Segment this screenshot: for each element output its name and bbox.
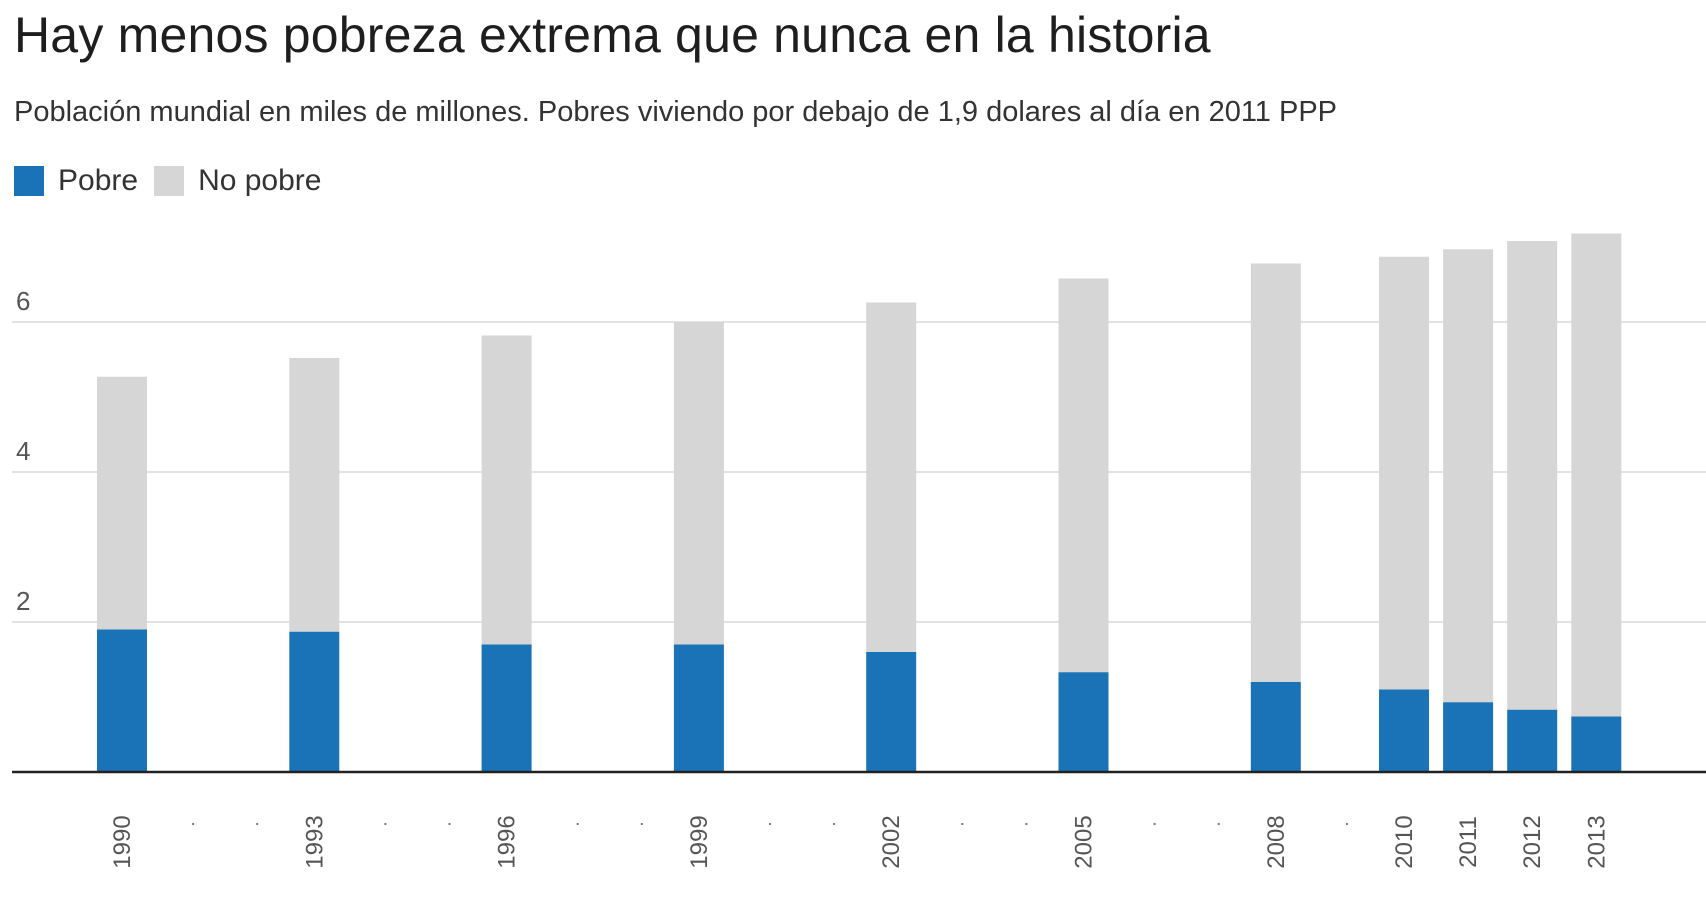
bar-no-pobre-2005: [1058, 278, 1109, 673]
minor-tick-2003: [961, 823, 964, 825]
bar-no-pobre-2002: [866, 302, 917, 652]
legend-item-pobre: Pobre: [14, 164, 138, 198]
bar-pobre-2012: [1507, 709, 1558, 772]
x-tick-label-1996: 1996: [494, 815, 521, 868]
y-tick-label-4: 4: [16, 436, 30, 466]
y-tick-label-6: 6: [16, 286, 30, 316]
x-tick-label-1993: 1993: [301, 815, 328, 868]
legend-label-pobre: Pobre: [58, 164, 139, 197]
minor-tick-2001: [833, 823, 836, 825]
minor-tick-1991: [192, 823, 195, 825]
bar-no-pobre-2013: [1571, 233, 1622, 717]
minor-tick-2000: [769, 823, 771, 825]
minor-tick-2009: [1345, 823, 1348, 825]
minor-tick-2007: [1217, 823, 1220, 825]
minor-tick-1995: [448, 823, 451, 825]
bar-no-pobre-2008: [1250, 263, 1301, 682]
bar-pobre-2011: [1443, 702, 1494, 772]
x-tick-label-2012: 2012: [1519, 815, 1546, 868]
minor-tick-1992: [256, 823, 259, 825]
bar-no-pobre-1999: [673, 322, 724, 645]
bar-pobre-1999: [673, 644, 724, 772]
minor-tick-2006: [1153, 823, 1156, 825]
bar-pobre-2002: [866, 652, 917, 772]
bar-pobre-1990: [97, 629, 147, 772]
x-tick-label-1999: 1999: [686, 815, 713, 868]
x-tick-label-2005: 2005: [1071, 815, 1098, 868]
minor-tick-1997: [576, 823, 579, 825]
bar-no-pobre-1996: [481, 335, 532, 645]
bar-no-pobre-2011: [1443, 249, 1494, 703]
bar-no-pobre-2012: [1507, 241, 1558, 710]
legend: Pobre No pobre: [14, 164, 337, 198]
chart-subtitle: Población mundial en miles de millones. …: [14, 96, 1338, 128]
chart-title: Hay menos pobreza extrema que nunca en l…: [14, 7, 1211, 63]
x-tick-label-1990: 1990: [109, 815, 136, 868]
bar-no-pobre-1990: [97, 376, 147, 630]
bar-pobre-2010: [1379, 689, 1429, 772]
legend-label-no-pobre: No pobre: [198, 164, 322, 197]
bar-pobre-1996: [481, 644, 532, 772]
bar-pobre-2008: [1250, 682, 1301, 772]
legend-swatch-no-pobre: [154, 166, 185, 196]
minor-tick-2004: [1025, 823, 1028, 825]
legend-swatch-pobre: [14, 166, 44, 196]
x-tick-label-2008: 2008: [1263, 815, 1290, 868]
y-tick-label-2: 2: [16, 586, 30, 616]
bar-pobre-2013: [1571, 716, 1622, 772]
minor-tick-1998: [640, 823, 643, 825]
minor-tick-1994: [384, 823, 387, 825]
bar-pobre-2005: [1058, 672, 1109, 772]
x-tick-label-2002: 2002: [878, 815, 905, 868]
x-tick-label-2010: 2010: [1391, 815, 1418, 868]
bar-pobre-1993: [289, 631, 340, 772]
bar-no-pobre-1993: [289, 358, 340, 632]
bar-no-pobre-2010: [1379, 256, 1429, 690]
legend-item-no-pobre: No pobre: [154, 164, 321, 198]
x-tick-label-2011: 2011: [1455, 816, 1482, 868]
x-tick-label-2013: 2013: [1583, 815, 1610, 868]
